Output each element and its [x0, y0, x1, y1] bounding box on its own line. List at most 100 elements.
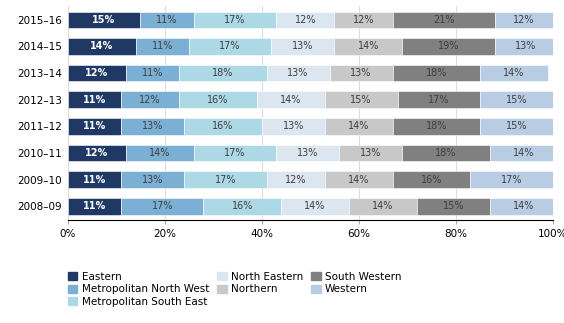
Text: 12%: 12%: [513, 15, 534, 25]
Bar: [179, 91, 257, 108]
Text: 14%: 14%: [503, 68, 525, 78]
Text: 17%: 17%: [152, 201, 173, 211]
Bar: [68, 198, 121, 214]
Bar: [126, 145, 194, 161]
Text: 16%: 16%: [212, 121, 233, 131]
Bar: [68, 38, 135, 55]
Bar: [495, 12, 553, 28]
Text: 12%: 12%: [285, 175, 306, 185]
Text: 13%: 13%: [142, 121, 163, 131]
Text: 13%: 13%: [292, 41, 314, 51]
Text: 17%: 17%: [219, 41, 241, 51]
Text: 12%: 12%: [139, 95, 161, 105]
Bar: [398, 91, 480, 108]
Bar: [402, 38, 495, 55]
Bar: [257, 91, 325, 108]
Bar: [480, 65, 548, 81]
Text: 13%: 13%: [283, 121, 304, 131]
Text: 18%: 18%: [426, 121, 447, 131]
Bar: [495, 38, 558, 55]
Bar: [281, 198, 349, 214]
Text: 11%: 11%: [142, 68, 163, 78]
Text: 11%: 11%: [152, 41, 173, 51]
Bar: [121, 172, 184, 188]
Text: 13%: 13%: [297, 148, 319, 158]
Bar: [121, 91, 179, 108]
Bar: [204, 198, 281, 214]
Text: 15%: 15%: [443, 201, 464, 211]
Bar: [325, 91, 398, 108]
Text: 13%: 13%: [288, 68, 309, 78]
Bar: [276, 145, 340, 161]
Text: 13%: 13%: [350, 68, 372, 78]
Bar: [334, 12, 393, 28]
Text: 11%: 11%: [83, 201, 106, 211]
Legend: Eastern, Metropolitan North West, Metropolitan South East, North Eastern, Northe: Eastern, Metropolitan North West, Metrop…: [68, 272, 402, 307]
Text: 14%: 14%: [305, 201, 326, 211]
Text: 14%: 14%: [280, 95, 302, 105]
Bar: [393, 12, 495, 28]
Text: 17%: 17%: [214, 175, 236, 185]
Bar: [68, 91, 121, 108]
Text: 16%: 16%: [421, 175, 442, 185]
Bar: [135, 38, 189, 55]
Text: 16%: 16%: [232, 201, 253, 211]
Text: 15%: 15%: [505, 95, 527, 105]
Text: 14%: 14%: [149, 148, 170, 158]
Bar: [189, 38, 271, 55]
Bar: [121, 198, 204, 214]
Bar: [184, 118, 262, 135]
Text: 19%: 19%: [438, 41, 459, 51]
Bar: [490, 145, 558, 161]
Text: 13%: 13%: [142, 175, 163, 185]
Bar: [267, 65, 329, 81]
Bar: [480, 118, 553, 135]
Bar: [417, 198, 490, 214]
Text: 12%: 12%: [85, 148, 108, 158]
Bar: [393, 118, 480, 135]
Bar: [126, 65, 179, 81]
Text: 11%: 11%: [156, 15, 178, 25]
Text: 14%: 14%: [372, 201, 394, 211]
Text: 17%: 17%: [428, 95, 450, 105]
Bar: [402, 145, 490, 161]
Bar: [393, 65, 480, 81]
Bar: [68, 118, 121, 135]
Text: 14%: 14%: [90, 41, 113, 51]
Bar: [194, 145, 276, 161]
Text: 15%: 15%: [350, 95, 372, 105]
Bar: [349, 198, 417, 214]
Bar: [68, 65, 126, 81]
Bar: [393, 172, 470, 188]
Bar: [121, 118, 184, 135]
Bar: [194, 12, 276, 28]
Text: 14%: 14%: [513, 148, 534, 158]
Text: 12%: 12%: [353, 15, 374, 25]
Bar: [490, 198, 558, 214]
Text: 12%: 12%: [85, 68, 108, 78]
Text: 11%: 11%: [83, 121, 106, 131]
Bar: [340, 145, 402, 161]
Bar: [334, 38, 402, 55]
Bar: [276, 12, 334, 28]
Bar: [262, 118, 325, 135]
Text: 17%: 17%: [224, 148, 246, 158]
Bar: [480, 91, 553, 108]
Text: 18%: 18%: [426, 68, 447, 78]
Bar: [325, 172, 393, 188]
Text: 13%: 13%: [515, 41, 537, 51]
Text: 14%: 14%: [513, 201, 534, 211]
Text: 15%: 15%: [505, 121, 527, 131]
Bar: [470, 172, 553, 188]
Bar: [267, 172, 325, 188]
Bar: [329, 65, 393, 81]
Text: 18%: 18%: [435, 148, 457, 158]
Text: 11%: 11%: [83, 175, 106, 185]
Text: 17%: 17%: [501, 175, 522, 185]
Bar: [325, 118, 393, 135]
Text: 12%: 12%: [294, 15, 316, 25]
Text: 21%: 21%: [433, 15, 455, 25]
Text: 15%: 15%: [92, 15, 116, 25]
Bar: [68, 12, 140, 28]
Text: 11%: 11%: [83, 95, 106, 105]
